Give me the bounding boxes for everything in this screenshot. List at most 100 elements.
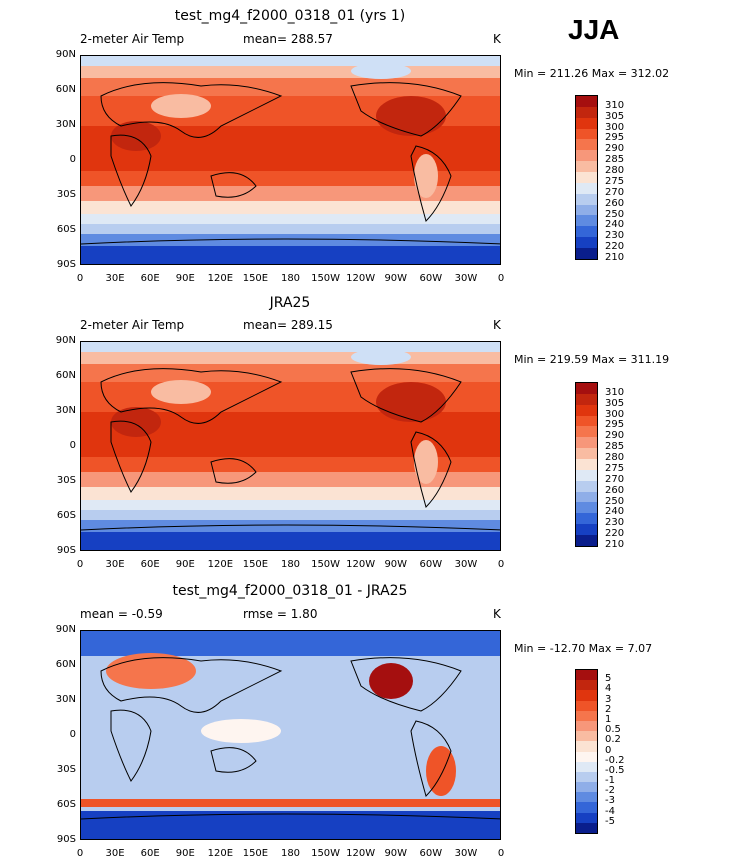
lon-tick-label: 150E — [242, 848, 269, 859]
lon-tick-label: 120W — [346, 273, 376, 284]
lat-tick-label: 60N — [55, 370, 76, 381]
colorbar-label: 270 — [605, 186, 625, 198]
colorbar-label: 300 — [605, 408, 625, 420]
colorbar-label: 280 — [605, 165, 625, 177]
colorbar-box — [576, 161, 597, 173]
colorbar-label: 210 — [605, 252, 625, 263]
lon-tick-label: 30E — [105, 559, 125, 570]
tibet-cool — [151, 94, 211, 118]
diff-antarctic — [81, 811, 500, 839]
band-arctic — [81, 56, 500, 66]
colorbar-label: 250 — [605, 495, 625, 507]
coastlines — [81, 368, 500, 531]
colorbar-box — [576, 524, 597, 536]
colorbar-label: 300 — [605, 121, 625, 133]
lon-tick-label: 0 — [497, 848, 505, 859]
lon-tick-label: 180 — [280, 273, 301, 284]
colorbar-label: 305 — [605, 110, 625, 122]
lat-tick-label: 60N — [55, 84, 76, 95]
colorbar-label: 260 — [605, 484, 625, 496]
colorbar-box — [576, 150, 597, 162]
colorbar-box — [576, 226, 597, 238]
panel-title: JRA25 — [269, 295, 311, 311]
lon-tick-label: 120E — [207, 273, 234, 284]
colorbar-label: 290 — [605, 430, 625, 442]
colorbar-box — [576, 731, 597, 742]
map-field — [81, 56, 500, 264]
colorbar-label: -1 — [605, 775, 615, 787]
lon-tick-label: 180 — [280, 848, 301, 859]
colorbar-box — [576, 459, 597, 470]
map-diff — [80, 630, 501, 840]
colorbar-box — [576, 448, 597, 460]
lat-tick-label: 0 — [69, 154, 76, 165]
greenland-ice — [351, 349, 411, 365]
band-60n — [81, 66, 500, 78]
colorbar-label: 230 — [605, 517, 625, 529]
colorbar-label: 2 — [605, 703, 612, 715]
band-70s — [81, 234, 500, 246]
colorbar-box — [576, 700, 597, 711]
colorbar-box — [576, 812, 597, 823]
coastlines — [81, 82, 500, 245]
panel-unit-label: K — [493, 318, 501, 332]
colorbar-box — [576, 761, 597, 772]
colorbar-box — [576, 404, 597, 416]
colorbar-label: 5 — [605, 673, 612, 685]
colorbar-label: 250 — [605, 208, 625, 220]
band-50n — [81, 364, 500, 382]
colorbar-label: 260 — [605, 197, 625, 209]
band-40s — [81, 201, 500, 214]
lat-tick-label: 30S — [56, 475, 76, 486]
lon-tick-label: 120E — [207, 848, 234, 859]
colorbar-label: 0.2 — [605, 734, 621, 746]
colorbar-box — [576, 96, 597, 107]
lon-tick-label: 180 — [280, 559, 301, 570]
colorbar-box — [576, 106, 597, 118]
north-america-warm — [376, 382, 446, 422]
colorbar-label: 220 — [605, 241, 625, 253]
lat-tick-label: 60N — [55, 659, 76, 670]
lon-tick-label: 60W — [419, 559, 443, 570]
panel-title: test_mg4_f2000_0318_01 - JRA25 — [172, 583, 408, 599]
panel-title: test_mg4_f2000_0318_01 (yrs 1) — [174, 8, 406, 24]
colorbar-box — [576, 204, 597, 216]
colorbar-label: 290 — [605, 143, 625, 155]
panel-minmax: Min = -12.70 Max = 7.07 — [514, 642, 653, 655]
lon-tick-label: 90W — [384, 848, 408, 859]
lon-tick-label: 0 — [76, 848, 84, 859]
band-50s — [81, 500, 500, 510]
colorbar-label: -5 — [605, 815, 615, 827]
lat-tick-label: 60S — [56, 224, 76, 235]
colorbar-box — [576, 782, 597, 793]
colorbar-box — [576, 215, 597, 227]
colorbar-box — [576, 182, 597, 194]
panel-left-label: 2-meter Air Temp — [80, 32, 185, 46]
colorbar-box — [576, 437, 597, 449]
colorbar-label: 295 — [605, 419, 625, 431]
lat-tick-label: 90N — [55, 624, 76, 635]
colorbar-label: -2 — [605, 785, 615, 797]
colorbar-box — [576, 802, 597, 813]
panel-minmax: Min = 219.59 Max = 311.19 — [514, 353, 670, 366]
tibet-cool — [151, 380, 211, 404]
colorbar-label: 0 — [605, 744, 612, 756]
lat-tick-label: 30S — [56, 764, 76, 775]
colorbar-label: -0.5 — [605, 764, 625, 776]
map-field — [81, 631, 500, 839]
colorbar-box — [576, 741, 597, 752]
sahara-warm — [111, 121, 161, 151]
band-antarctic — [81, 532, 500, 550]
band-arctic — [81, 342, 500, 352]
panel-unit-label: K — [493, 32, 501, 46]
colorbar-box — [576, 680, 597, 691]
colorbar-label: 230 — [605, 230, 625, 242]
colorbar-box — [576, 172, 597, 183]
colorbar-box — [576, 792, 597, 803]
lon-tick-label: 120E — [207, 559, 234, 570]
colorbar-box — [576, 469, 597, 481]
colorbar-box — [576, 128, 597, 140]
colorbar-label: -4 — [605, 805, 615, 817]
andes-cool — [414, 154, 438, 198]
panel-unit-label: K — [493, 607, 501, 621]
